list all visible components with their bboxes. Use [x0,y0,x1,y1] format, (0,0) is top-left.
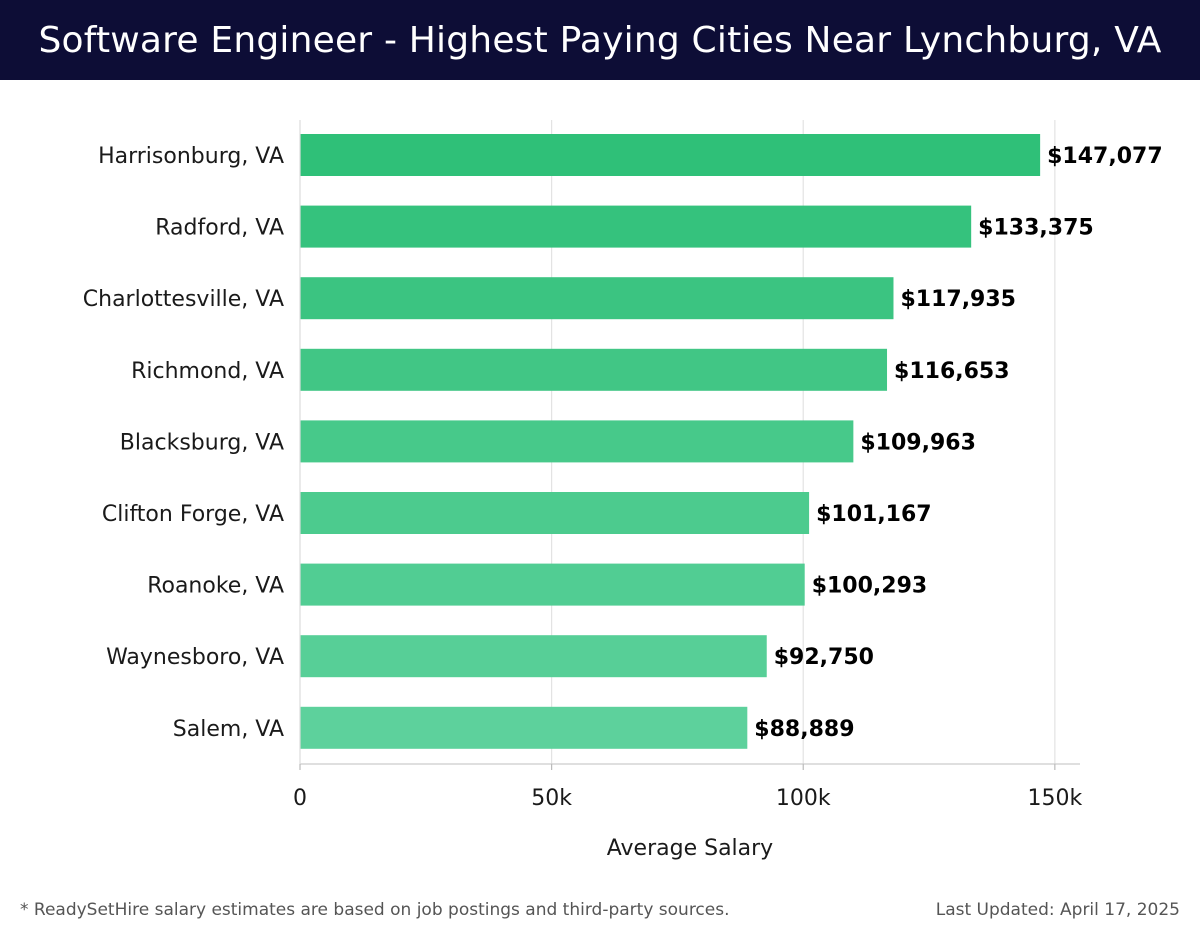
category-label: Waynesboro, VA [106,645,284,670]
value-label: $100,293 [812,574,928,599]
value-label: $116,653 [894,359,1010,384]
value-labels: $147,077 $133,375 $117,935 $116,653 $109,963… [754,144,1162,742]
bar [300,205,972,248]
chart-title: Software Engineer - Highest Paying Citie… [0,0,1200,80]
category-labels: Harrisonburg, VA Radford, VA Charlottesvil… [83,144,284,742]
x-tick-label: 100k [776,786,831,811]
bar [300,348,888,391]
x-axis-title: Average Salary [607,836,773,861]
category-label: Charlottesville, VA [83,287,284,312]
value-label: $133,375 [978,216,1094,241]
category-label: Radford, VA [155,216,284,241]
category-label: Salem, VA [173,717,284,742]
bar [300,277,894,320]
bar [300,492,810,534]
bar [300,134,1041,176]
bar [300,420,854,463]
value-label: $117,935 [900,287,1016,312]
category-label: Roanoke, VA [147,574,284,599]
category-label: Richmond, VA [131,359,284,384]
value-label: $109,963 [860,430,976,455]
value-label: $101,167 [816,502,932,527]
bar [300,563,805,606]
value-label: $92,750 [774,645,874,670]
value-label: $147,077 [1047,144,1163,169]
x-tick-label: 150k [1027,786,1082,811]
bar [300,635,767,678]
x-axis: 0 50k 100k 150k [293,120,1082,811]
value-label: $88,889 [754,717,854,742]
x-tick-label: 50k [531,786,572,811]
bar [300,706,748,749]
last-updated: Last Updated: April 17, 2025 [935,900,1180,920]
category-label: Blacksburg, VA [120,430,284,455]
footer-note: * ReadySetHire salary estimates are base… [20,900,730,920]
x-tick-label: 0 [293,786,307,811]
category-label: Clifton Forge, VA [102,502,284,527]
salary-bar-chart: Harrisonburg, VA Radford, VA Charlottesvil… [83,120,1163,861]
category-label: Harrisonburg, VA [98,144,284,169]
bars [300,134,1041,749]
